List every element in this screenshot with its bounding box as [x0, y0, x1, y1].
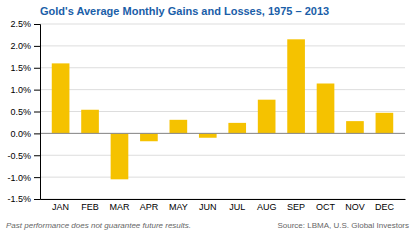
- tick-mark: [34, 46, 40, 47]
- chart: -1.5% -1.0% -0.5% 0.0% 0.5% 1.0% 1.5% 2.0% 2.5% J…: [0, 0, 415, 233]
- tick-label: MAR: [109, 202, 129, 212]
- tick-label: 0.0%: [10, 129, 31, 139]
- annotation: Past performance does not guarantee futu…: [6, 221, 191, 230]
- tick-label: SEP: [287, 202, 305, 212]
- tick-label: 0.5%: [10, 107, 31, 117]
- bar: [346, 121, 364, 133]
- tick: JUN: [199, 202, 217, 212]
- tick-mark: [34, 155, 40, 156]
- grid-line: [40, 24, 405, 25]
- tick-label: -1.0%: [7, 173, 31, 183]
- tick: AUG: [257, 202, 277, 212]
- tick-mark: [34, 133, 40, 134]
- tick-label: FEB: [81, 202, 99, 212]
- tick-label: 2.0%: [10, 41, 31, 51]
- grid: [40, 24, 405, 199]
- tick: 2.5%: [10, 19, 40, 29]
- grid-line: [40, 133, 405, 134]
- axis-line: [34, 25, 41, 200]
- tick: NOV: [345, 202, 365, 212]
- tick: 0.5%: [10, 107, 40, 117]
- tick-label: MAY: [169, 202, 188, 212]
- bar: [111, 133, 129, 179]
- bar: [228, 123, 246, 134]
- grid-line: [40, 45, 405, 46]
- bars: [52, 39, 393, 179]
- bar: [287, 39, 305, 133]
- grid-line: [40, 155, 405, 156]
- grid-line: [40, 89, 405, 90]
- axis-line: [41, 199, 406, 200]
- y-axis: -1.5% -1.0% -0.5% 0.0% 0.5% 1.0% 1.5% 2.0% 2.5%: [7, 19, 40, 204]
- bar: [140, 133, 158, 141]
- tick-label: APR: [140, 202, 159, 212]
- tick-label: -1.5%: [7, 194, 31, 204]
- tick: APR: [140, 202, 159, 212]
- annotation: Source: LBMA, U.S. Global Investors: [277, 221, 409, 230]
- tick: 1.0%: [10, 85, 40, 95]
- tick-label: -0.5%: [7, 151, 31, 161]
- grid-line: [40, 67, 405, 68]
- tick: DEC: [375, 202, 395, 212]
- bar: [258, 100, 276, 134]
- tick: OCT: [316, 202, 336, 212]
- tick: -1.5%: [7, 194, 40, 204]
- tick-label: AUG: [257, 202, 277, 212]
- plot: -1.5% -1.0% -0.5% 0.0% 0.5% 1.0% 1.5% 2.0% 2.5% J…: [7, 19, 405, 212]
- tick-mark: [34, 199, 40, 200]
- tick: -0.5%: [7, 151, 40, 161]
- tick: MAR: [109, 202, 129, 212]
- tick-label: OCT: [316, 202, 336, 212]
- tick: JUL: [229, 202, 245, 212]
- tick-label: DEC: [375, 202, 395, 212]
- tick: SEP: [287, 202, 305, 212]
- bar: [52, 63, 70, 133]
- zero-line: [40, 133, 405, 134]
- bar: [170, 120, 188, 134]
- tick: -1.0%: [7, 173, 40, 183]
- tick-label: JUL: [229, 202, 245, 212]
- grid-line: [40, 199, 405, 200]
- tick: 2.0%: [10, 41, 40, 51]
- tick: 1.5%: [10, 63, 40, 73]
- tick-mark: [34, 68, 40, 69]
- tick-label: 2.5%: [10, 19, 31, 29]
- tick-label: JUN: [199, 202, 217, 212]
- tick-mark: [34, 112, 40, 113]
- tick: 0.0%: [10, 129, 40, 139]
- tick: FEB: [81, 202, 99, 212]
- bar: [317, 84, 335, 134]
- grid-line: [40, 177, 405, 178]
- tick-label: NOV: [345, 202, 365, 212]
- bar: [376, 113, 394, 134]
- tick: MAY: [169, 202, 188, 212]
- tick-label: 1.0%: [10, 85, 31, 95]
- bar: [81, 110, 99, 134]
- x-axis: JAN FEB MAR APR MAY JUN JUL AUG SEP OCT NOV DEC: [41, 200, 406, 213]
- bar: [199, 133, 217, 137]
- tick: JAN: [52, 202, 69, 212]
- tick-mark: [34, 177, 40, 178]
- tick-label: JAN: [52, 202, 69, 212]
- tick-mark: [34, 24, 40, 25]
- title: Gold's Average Monthly Gains and Losses,…: [40, 5, 329, 17]
- tick-label: 1.5%: [10, 63, 31, 73]
- tick-mark: [34, 90, 40, 91]
